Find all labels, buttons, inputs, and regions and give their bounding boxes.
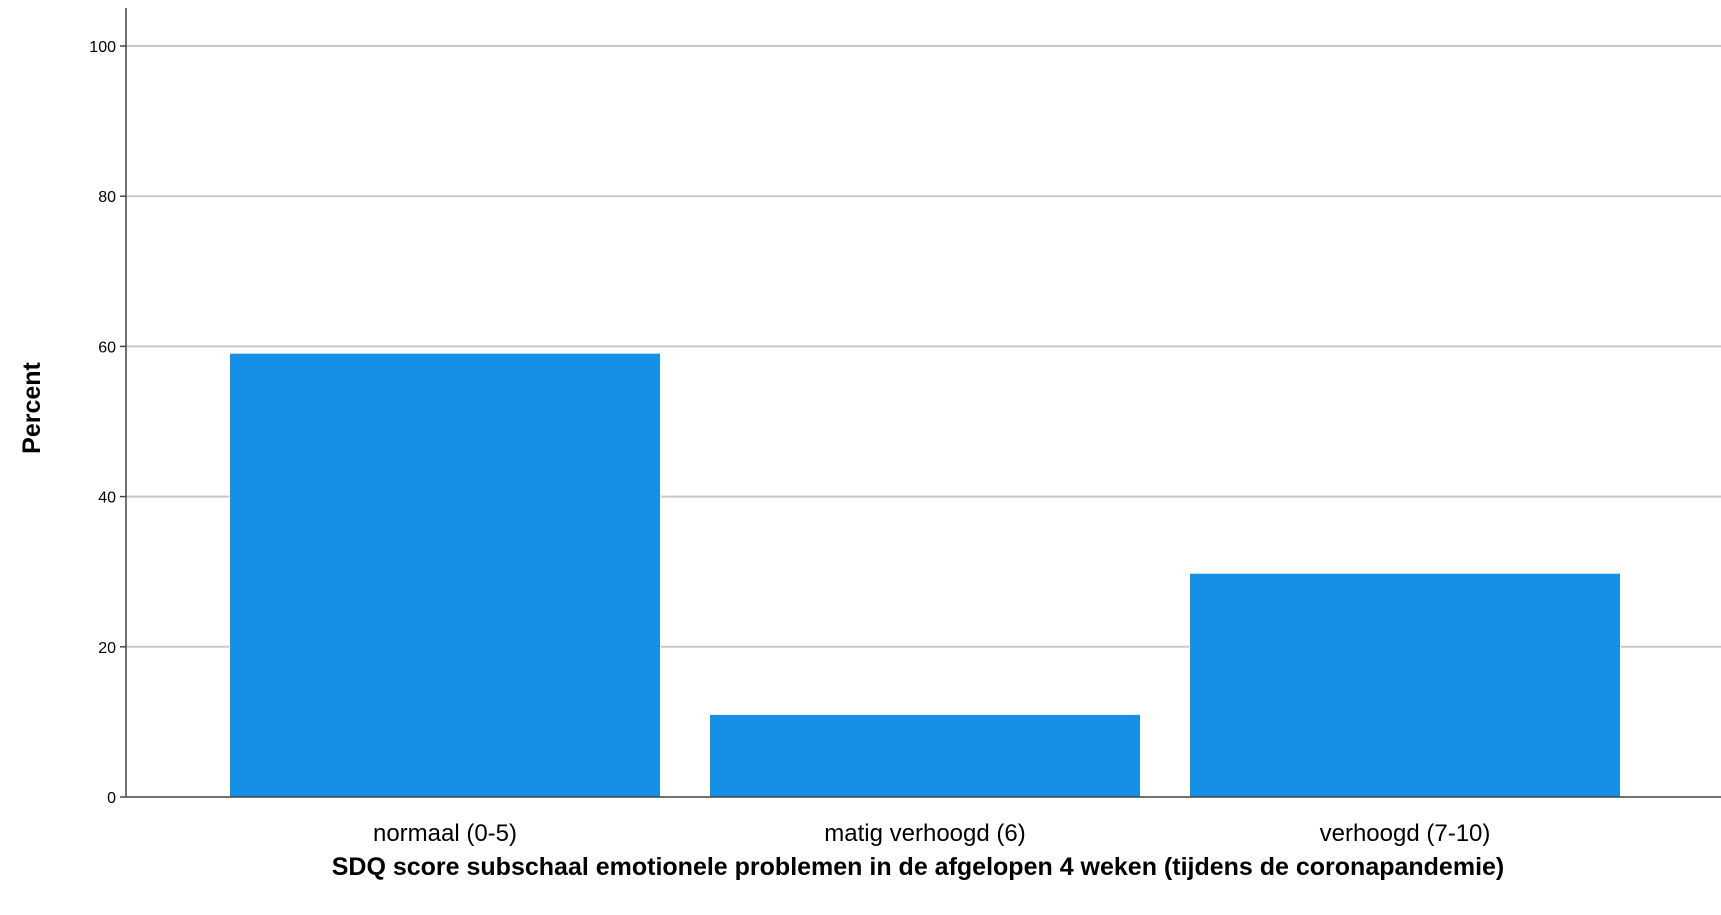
y-axis-title: Percent xyxy=(18,361,46,453)
y-tick-label: 20 xyxy=(98,640,116,657)
y-tick-label: 80 xyxy=(98,189,116,206)
x-tick-label: matig verhoogd (6) xyxy=(824,820,1025,847)
x-tick-labels: normaal (0-5) matig verhoogd (6) verhoogd … xyxy=(373,820,1490,847)
x-axis-title: SDQ score subschaal emotionele problemen… xyxy=(332,853,1505,881)
y-tick-label: 0 xyxy=(107,790,116,807)
bar xyxy=(229,352,661,798)
y-tick-label: 60 xyxy=(98,339,116,356)
y-tick-label: 100 xyxy=(89,39,116,56)
x-tick-label: verhoogd (7-10) xyxy=(1320,820,1491,847)
x-tick-label: normaal (0-5) xyxy=(373,820,517,847)
y-tick-label: 40 xyxy=(98,490,116,507)
bars xyxy=(229,352,1621,798)
axes xyxy=(125,8,1721,798)
bar xyxy=(709,713,1141,798)
bar xyxy=(1189,572,1621,798)
y-tick-labels: 0 20 40 60 80 100 xyxy=(89,39,126,807)
